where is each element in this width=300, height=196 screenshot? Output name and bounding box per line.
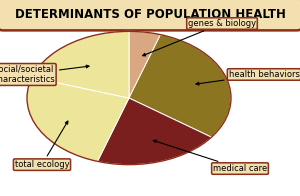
Text: genes & biology: genes & biology <box>142 19 256 56</box>
Text: total ecology: total ecology <box>15 121 69 169</box>
Text: health behaviors: health behaviors <box>196 70 299 85</box>
Wedge shape <box>129 35 231 137</box>
Text: medical care: medical care <box>153 140 267 173</box>
Text: DETERMINANTS OF POPULATION HEALTH: DETERMINANTS OF POPULATION HEALTH <box>15 8 285 21</box>
Text: social/societal
characteristics: social/societal characteristics <box>0 65 89 84</box>
FancyBboxPatch shape <box>0 0 300 30</box>
Wedge shape <box>32 31 129 98</box>
Wedge shape <box>98 98 212 165</box>
Wedge shape <box>27 77 129 161</box>
Wedge shape <box>129 31 160 98</box>
